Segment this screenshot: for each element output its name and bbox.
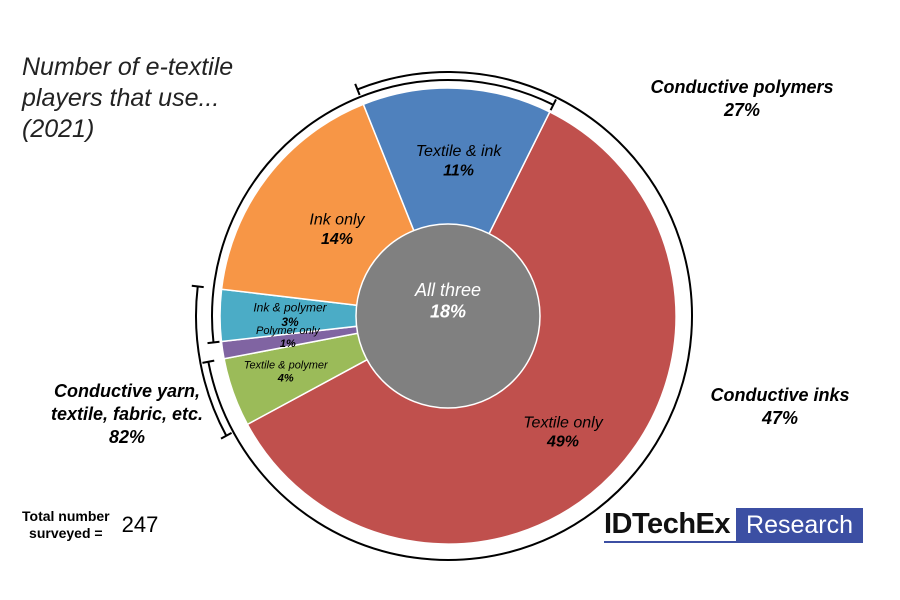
slice-label-ink-and-polymer: Ink & polymer 3% bbox=[253, 301, 327, 329]
center-label: All three 18% bbox=[414, 280, 481, 322]
slice-value: 3% bbox=[281, 315, 299, 329]
title-line-1: Number of e-textile bbox=[22, 53, 234, 81]
total-label: Total number surveyed = bbox=[22, 508, 110, 542]
slice-label: Ink & polymer bbox=[253, 301, 327, 315]
bracket-conductive-inks-start-tick bbox=[207, 340, 220, 345]
group-name-line-2: textile, fabric, etc. bbox=[50, 404, 204, 424]
group-percent: 47% bbox=[761, 408, 799, 428]
idtechex-logo: IDTechEx Research bbox=[604, 508, 864, 543]
slice-value: 11% bbox=[443, 162, 474, 179]
title-line-3: (2021) bbox=[22, 115, 95, 143]
slice-label-textile-and-polymer: Textile & polymer 4% bbox=[244, 359, 329, 384]
slice-value: 18% bbox=[430, 302, 466, 322]
center-all-three bbox=[355, 223, 541, 409]
slice-label-polymer-only: Polymer only 1% bbox=[256, 325, 321, 350]
bracket-conductive-yarn-start-tick bbox=[354, 83, 361, 96]
slice-label: Textile & ink bbox=[416, 143, 503, 160]
brand-tag: Research bbox=[736, 508, 864, 543]
group-percent: 27% bbox=[723, 100, 761, 120]
slice-value: 14% bbox=[321, 231, 353, 248]
chart-title: Number of e-textile players that use... … bbox=[22, 52, 282, 145]
group-label-conductive-inks: Conductive inks 47% bbox=[680, 384, 880, 430]
total-value: 247 bbox=[121, 512, 159, 537]
slice-label-textile-and-ink: Textile & ink 11% bbox=[416, 143, 503, 179]
total-label-line-2: surveyed = bbox=[29, 525, 103, 541]
total-surveyed: Total number surveyed = 247 bbox=[22, 508, 158, 542]
slice-label: Textile & polymer bbox=[244, 359, 329, 371]
bracket-conductive-yarn-end-tick bbox=[202, 359, 215, 364]
slice-value: 4% bbox=[277, 373, 294, 385]
group-label-conductive-polymers: Conductive polymers 27% bbox=[612, 76, 872, 122]
group-name: Conductive polymers bbox=[650, 77, 834, 97]
bracket-conductive-inks bbox=[211, 79, 554, 343]
group-name: Conductive inks bbox=[710, 385, 850, 405]
group-name-line-1: Conductive yarn, bbox=[53, 381, 201, 401]
brand-name: IDTechEx bbox=[604, 508, 737, 543]
group-percent: 82% bbox=[108, 427, 146, 447]
group-label-conductive-yarn: Conductive yarn, textile, fabric, etc. 8… bbox=[12, 380, 242, 449]
slice-textile-and-ink bbox=[362, 87, 551, 318]
bracket-conductive-inks-end-tick bbox=[549, 98, 557, 111]
bracket-conductive-yarn bbox=[207, 71, 693, 561]
total-label-line-1: Total number bbox=[22, 508, 110, 524]
slice-label-ink-only: Ink only 14% bbox=[309, 212, 365, 248]
slice-label: Polymer only bbox=[256, 325, 321, 337]
title-line-2: players that use... bbox=[22, 84, 220, 112]
slice-value: 1% bbox=[280, 338, 296, 350]
slice-label: Ink only bbox=[309, 212, 365, 229]
slice-label-textile-only: Textile only 49% bbox=[523, 414, 603, 450]
bracket-conductive-polymers bbox=[195, 286, 228, 437]
slice-label: All three bbox=[414, 280, 481, 300]
slice-label: Textile only bbox=[523, 414, 603, 431]
slice-value: 49% bbox=[546, 433, 579, 450]
bracket-conductive-polymers-end-tick bbox=[191, 284, 204, 289]
bracket-conductive-polymers-start-tick bbox=[220, 432, 233, 440]
